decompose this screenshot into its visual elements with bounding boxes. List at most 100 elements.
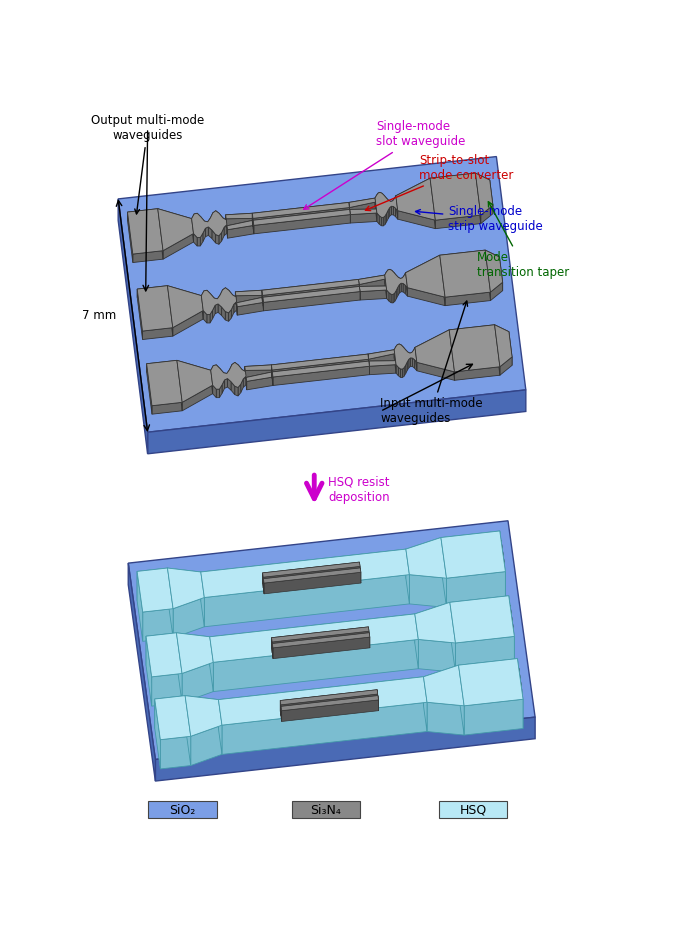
Polygon shape [509,595,514,666]
Polygon shape [168,568,204,608]
Polygon shape [495,325,500,376]
Polygon shape [247,717,249,729]
Polygon shape [487,535,504,571]
Polygon shape [247,377,273,390]
Polygon shape [222,588,225,600]
Polygon shape [233,713,236,722]
Polygon shape [138,574,142,618]
Polygon shape [219,706,221,727]
Polygon shape [377,689,404,702]
Polygon shape [397,619,398,628]
Polygon shape [360,558,386,566]
Polygon shape [406,272,408,296]
Polygon shape [475,173,490,189]
Polygon shape [350,213,377,223]
Polygon shape [201,572,237,594]
Polygon shape [234,656,238,666]
Polygon shape [377,193,378,204]
Polygon shape [394,344,417,369]
Polygon shape [217,295,220,307]
Polygon shape [403,284,406,294]
Polygon shape [399,638,401,647]
Polygon shape [219,385,222,397]
Polygon shape [401,369,402,377]
Polygon shape [223,287,225,299]
Polygon shape [404,621,406,631]
Polygon shape [142,328,173,340]
Polygon shape [441,537,447,608]
Polygon shape [232,585,234,598]
Polygon shape [251,705,254,716]
Polygon shape [237,302,264,316]
Polygon shape [236,705,238,717]
Polygon shape [158,208,192,227]
Polygon shape [402,276,404,286]
Polygon shape [450,595,509,632]
Polygon shape [397,344,399,353]
Polygon shape [204,574,208,583]
Polygon shape [369,361,396,366]
Polygon shape [253,700,280,711]
Polygon shape [403,638,405,647]
Polygon shape [273,633,369,654]
Polygon shape [186,699,221,733]
Polygon shape [394,346,396,358]
Polygon shape [252,203,349,222]
Polygon shape [403,685,406,706]
Polygon shape [281,696,379,711]
Polygon shape [168,568,173,638]
Polygon shape [160,736,190,769]
Polygon shape [406,549,410,604]
Polygon shape [500,531,506,601]
Polygon shape [406,566,408,577]
Polygon shape [412,350,414,361]
Polygon shape [281,696,378,717]
Polygon shape [449,330,455,380]
Polygon shape [216,639,220,650]
Polygon shape [214,298,217,307]
Polygon shape [413,629,415,639]
Polygon shape [229,704,232,716]
Polygon shape [245,642,272,652]
Polygon shape [358,275,385,285]
Polygon shape [349,209,377,215]
Polygon shape [272,631,369,651]
Polygon shape [368,349,395,360]
Polygon shape [360,286,386,295]
Polygon shape [225,213,253,219]
Polygon shape [203,591,207,603]
Polygon shape [273,637,370,658]
Polygon shape [379,698,406,708]
Polygon shape [236,573,262,583]
Polygon shape [397,568,399,579]
Polygon shape [197,238,200,246]
Polygon shape [223,572,226,581]
Polygon shape [485,250,490,300]
Polygon shape [499,257,503,291]
Polygon shape [155,696,190,740]
Polygon shape [396,571,397,581]
Polygon shape [219,585,222,596]
Polygon shape [391,294,393,303]
Polygon shape [458,658,517,695]
Polygon shape [385,269,408,295]
Polygon shape [395,208,398,219]
Polygon shape [406,633,408,644]
Polygon shape [194,213,197,223]
Polygon shape [185,696,222,736]
Polygon shape [280,689,377,705]
Polygon shape [408,568,446,584]
Polygon shape [407,540,446,576]
Polygon shape [243,719,247,729]
Polygon shape [213,365,216,374]
Polygon shape [408,360,409,370]
Polygon shape [252,203,349,219]
Polygon shape [177,361,212,402]
Polygon shape [455,636,501,649]
Polygon shape [213,586,215,599]
Text: Output multi-mode
waveguides: Output multi-mode waveguides [91,114,204,214]
Polygon shape [262,562,360,581]
Polygon shape [359,279,385,293]
Polygon shape [238,583,264,595]
Polygon shape [219,677,427,725]
